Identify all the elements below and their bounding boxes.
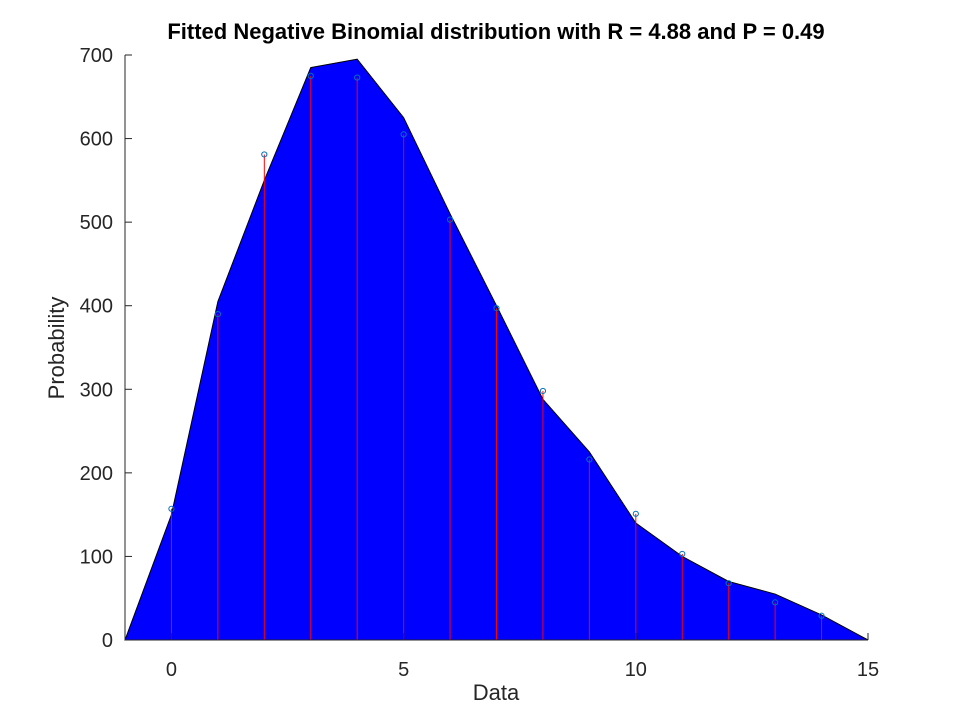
axes: 0 100 200 300 400 500 600 700 0 5 10 15 [80,45,880,681]
y-tick-label: 400 [80,296,113,318]
stem-marker [679,550,686,558]
y-tick-label: 0 [102,630,113,652]
stem-marker [214,310,221,318]
stem-marker [446,216,454,223]
y-tick-label: 600 [80,129,113,151]
y-tick-label: 100 [80,546,113,568]
stem-marker [307,72,314,79]
stem-marker [725,580,732,587]
stem-marker [354,74,361,81]
y-axis-label: Probability [44,297,69,400]
stem-layer [168,72,825,640]
stem-marker [586,456,593,463]
x-tick-label: 10 [625,659,647,681]
x-tick-label: 5 [398,659,409,681]
stem-marker [493,305,500,312]
chart-title: Fitted Negative Binomial distribution wi… [167,19,824,44]
y-tick-label: 500 [80,212,113,234]
x-tick-label: 0 [166,659,177,681]
stem-marker [168,505,175,512]
stem-marker [818,612,825,619]
stem-marker [400,131,407,138]
stem-marker [772,599,779,606]
y-tick-label: 200 [80,463,113,485]
x-tick-label: 15 [857,659,879,681]
stem-marker [539,387,547,395]
y-tick-label: 700 [80,45,113,67]
stem-marker [632,510,639,517]
y-tick-label: 300 [80,379,113,401]
x-axis-label: Data [473,680,520,705]
stem-marker [261,151,268,158]
